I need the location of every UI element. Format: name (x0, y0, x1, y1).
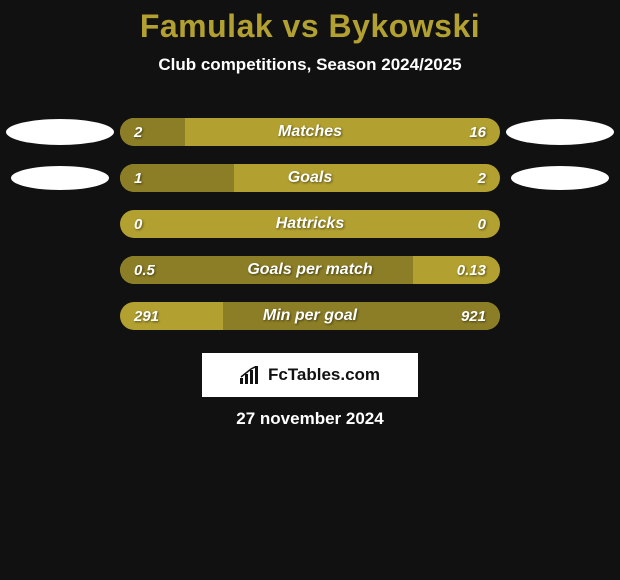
comparison-card: Famulak vs Bykowski Club competitions, S… (0, 0, 620, 580)
left-side (0, 119, 120, 145)
stat-row: 291921Min per goal (0, 293, 620, 339)
subtitle: Club competitions, Season 2024/2025 (0, 55, 620, 75)
stat-metric-label: Goals (120, 169, 500, 187)
stat-row: 12Goals (0, 155, 620, 201)
player-right-avatar-shadow (511, 166, 609, 190)
stat-bar: 216Matches (120, 118, 500, 146)
date-label: 27 november 2024 (0, 409, 620, 429)
left-side (0, 166, 120, 190)
stat-bar: 291921Min per goal (120, 302, 500, 330)
player-right-avatar (506, 119, 614, 145)
stat-bar: 0.50.13Goals per match (120, 256, 500, 284)
player-left-avatar (6, 119, 114, 145)
stats-block: 216Matches 12Goals 00Hattricks 0.50.13Goals… (0, 109, 620, 339)
source-logo: FcTables.com (202, 353, 418, 397)
stat-bar: 12Goals (120, 164, 500, 192)
stat-row: 00Hattricks (0, 201, 620, 247)
right-side (500, 166, 620, 190)
player-left-avatar-shadow (11, 166, 109, 190)
stat-metric-label: Matches (120, 123, 500, 141)
source-logo-text: FcTables.com (268, 365, 380, 385)
stat-metric-label: Hattricks (120, 215, 500, 233)
stat-metric-label: Min per goal (120, 307, 500, 325)
stat-metric-label: Goals per match (120, 261, 500, 279)
chart-icon (240, 366, 262, 384)
stat-row: 0.50.13Goals per match (0, 247, 620, 293)
right-side (500, 119, 620, 145)
stat-row: 216Matches (0, 109, 620, 155)
stat-bar: 00Hattricks (120, 210, 500, 238)
page-title: Famulak vs Bykowski (0, 0, 620, 45)
